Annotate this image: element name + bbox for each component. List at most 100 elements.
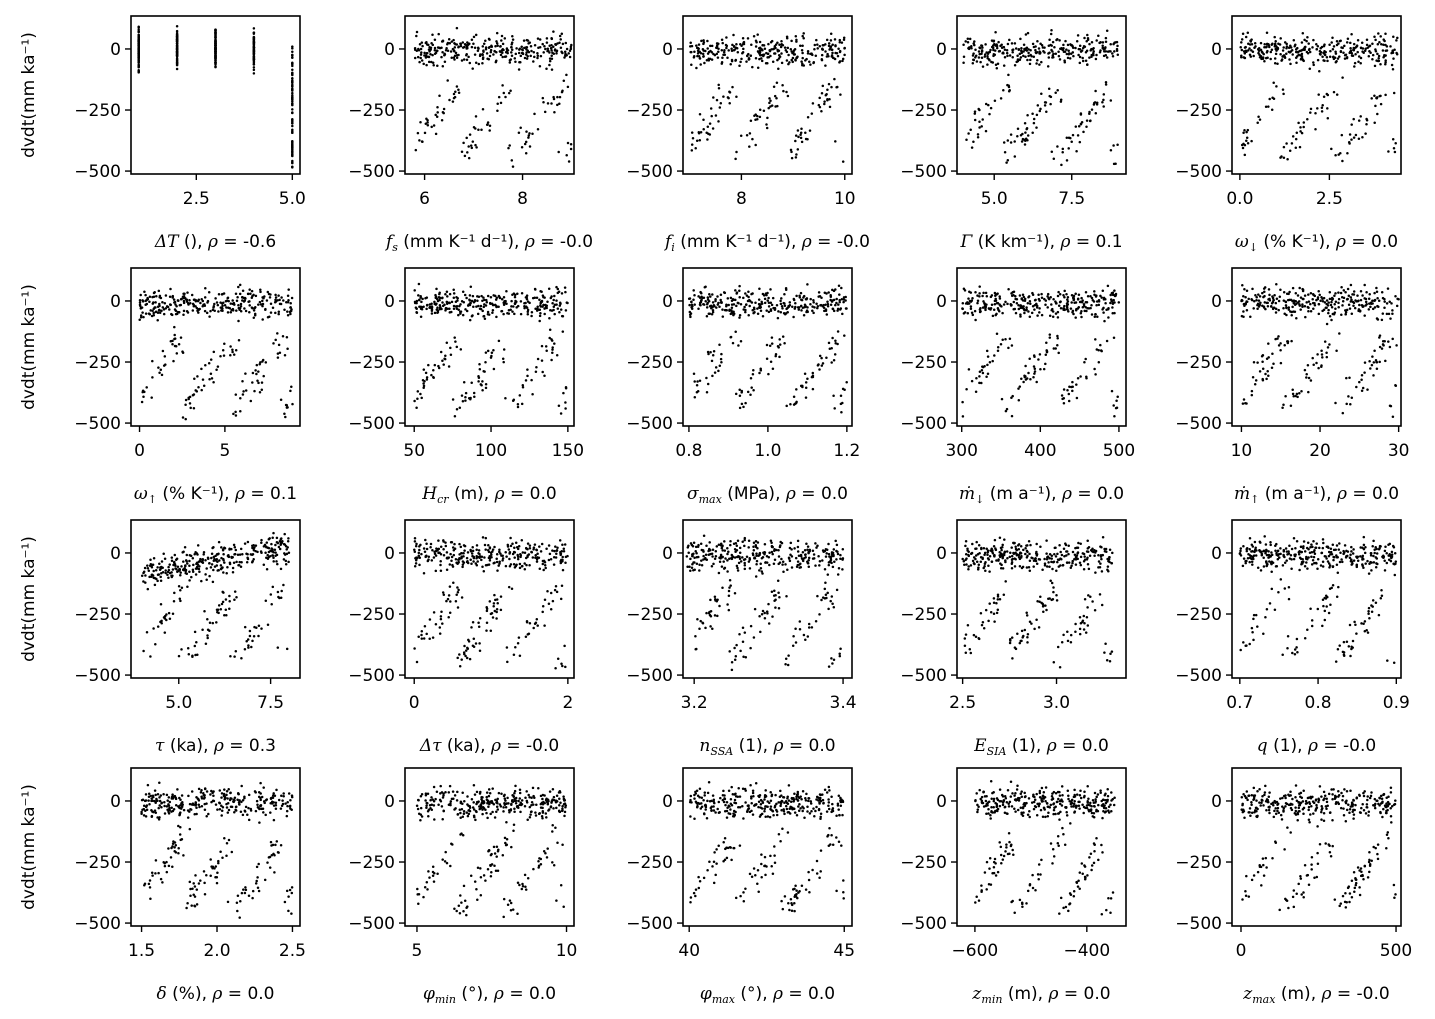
- data-point: [1300, 52, 1304, 56]
- data-point: [1265, 301, 1269, 305]
- data-point: [1274, 337, 1277, 341]
- data-point: [1282, 299, 1286, 302]
- data-point: [419, 392, 422, 396]
- data-point: [722, 50, 726, 54]
- data-point: [989, 295, 993, 299]
- data-point: [565, 154, 568, 157]
- data-point: [705, 390, 709, 394]
- data-point: [1093, 367, 1096, 371]
- data-point: [439, 563, 442, 567]
- data-point: [690, 303, 694, 307]
- data-point: [720, 62, 724, 65]
- scatter-points: [961, 284, 1121, 418]
- data-point: [237, 339, 241, 342]
- data-point: [1109, 99, 1113, 102]
- data-point: [818, 45, 822, 48]
- data-point: [483, 298, 486, 302]
- data-point: [1080, 300, 1084, 304]
- data-point: [1087, 307, 1091, 310]
- data-point: [186, 647, 190, 650]
- data-point: [1250, 139, 1253, 143]
- data-point: [546, 300, 549, 304]
- data-point: [439, 350, 443, 354]
- data-point: [833, 407, 836, 410]
- data-point: [1049, 296, 1052, 299]
- data-point: [484, 383, 488, 386]
- data-point: [441, 65, 445, 68]
- data-point: [541, 370, 544, 374]
- data-point: [564, 290, 567, 294]
- data-point: [1036, 40, 1039, 43]
- data-point: [1277, 299, 1281, 303]
- data-point: [1396, 36, 1399, 40]
- data-point: [725, 46, 728, 50]
- data-point: [1328, 43, 1331, 47]
- data-point: [1381, 312, 1385, 315]
- data-point: [289, 312, 292, 316]
- data-point: [186, 291, 189, 294]
- data-point: [488, 124, 492, 128]
- data-point: [1349, 41, 1352, 45]
- data-point: [1060, 47, 1064, 51]
- data-point: [768, 48, 771, 52]
- data-point: [1363, 49, 1367, 52]
- data-point: [1085, 125, 1088, 128]
- data-point: [779, 45, 783, 49]
- data-point: [435, 287, 438, 291]
- data-point: [996, 306, 1000, 310]
- data-point: [1267, 43, 1270, 46]
- data-point: [521, 385, 525, 389]
- data-point: [1345, 56, 1349, 60]
- data-point: [750, 43, 753, 47]
- data-point: [1005, 51, 1009, 55]
- data-point: [1056, 37, 1059, 41]
- data-point: [1328, 343, 1331, 346]
- data-point: [788, 301, 792, 304]
- data-point: [817, 103, 821, 107]
- data-point: [775, 81, 779, 85]
- data-point: [284, 415, 287, 419]
- data-point: [1078, 300, 1082, 304]
- data-point: [291, 102, 294, 105]
- data-point: [229, 345, 232, 348]
- data-point: [274, 338, 277, 342]
- data-point: [792, 315, 795, 319]
- data-point: [1341, 76, 1344, 79]
- data-point: [210, 552, 214, 556]
- data-point: [804, 304, 807, 308]
- data-point: [748, 132, 752, 135]
- data-point: [179, 336, 183, 339]
- data-point: [286, 406, 289, 409]
- data-point: [452, 38, 455, 42]
- data-point: [462, 381, 466, 384]
- data-point: [1387, 150, 1390, 153]
- data-point: [543, 44, 546, 48]
- label-unit: (m a⁻¹): [984, 484, 1051, 504]
- data-point: [509, 89, 512, 93]
- data-point: [168, 617, 172, 620]
- data-point: [980, 369, 984, 372]
- data-point: [1017, 48, 1021, 52]
- data-point: [1287, 50, 1291, 54]
- data-point: [1332, 90, 1336, 94]
- data-point: [224, 598, 228, 601]
- data-point: [235, 299, 239, 302]
- data-point: [821, 362, 825, 365]
- data-point: [1099, 49, 1102, 52]
- data-point: [486, 349, 490, 353]
- data-point: [1345, 402, 1348, 406]
- data-point: [1114, 292, 1118, 296]
- data-point: [540, 290, 543, 293]
- data-point: [738, 284, 741, 288]
- data-point: [696, 49, 700, 53]
- data-point: [154, 642, 157, 646]
- data-point: [481, 53, 484, 57]
- data-point: [148, 295, 152, 298]
- data-point: [261, 304, 264, 308]
- data-point: [185, 553, 189, 557]
- data-point: [1294, 146, 1298, 150]
- data-point: [218, 559, 221, 562]
- data-point: [791, 60, 794, 64]
- data-point: [1261, 367, 1265, 370]
- data-point: [1297, 300, 1301, 303]
